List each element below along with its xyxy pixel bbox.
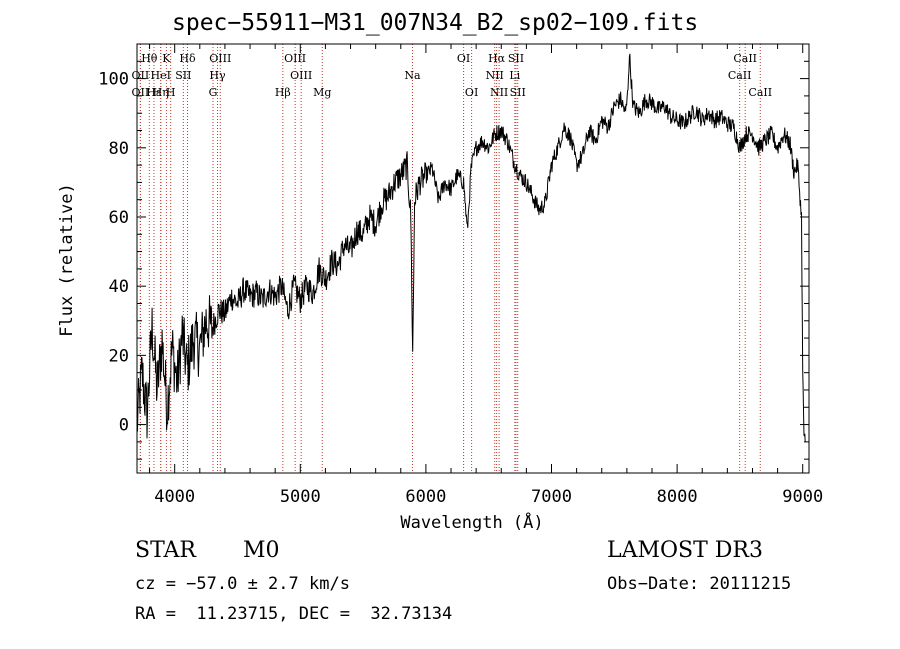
line-label-10: HeI <box>151 69 171 82</box>
object-class: STAR <box>135 538 196 563</box>
object-subclass: M0 <box>243 538 280 563</box>
line-label-16: CaII <box>728 69 752 82</box>
coordinates: RA = 11.23715, DEC = 32.73134 <box>135 604 453 624</box>
line-label-28: CaII <box>748 86 772 99</box>
x-tick-label: 4000 <box>154 487 195 507</box>
observation-date: Obs−Date: 20111215 <box>607 574 792 594</box>
line-label-20: H <box>166 86 176 99</box>
y-tick-label: 20 <box>109 346 129 366</box>
line-label-2: Hδ <box>179 52 196 65</box>
survey-name: LAMOST DR3 <box>607 538 763 563</box>
x-axis-title: Wavelength (Å) <box>400 511 543 533</box>
y-axis-ticks: 0 20 40 60 80 100 <box>98 43 809 460</box>
x-tick-label: 5000 <box>280 487 321 507</box>
line-label-9: OII <box>132 69 150 82</box>
y-tick-label: 0 <box>119 416 129 436</box>
line-label-7: SII <box>508 52 524 65</box>
plot-frame <box>136 43 810 474</box>
line-label-15: Li <box>509 69 520 82</box>
line-label-25: OI <box>465 86 478 99</box>
line-label-5: OI <box>457 52 470 65</box>
line-label-21: G <box>209 86 218 99</box>
y-tick-label: 80 <box>109 139 129 159</box>
line-label-14: NII <box>486 69 504 82</box>
line-label-27: SII <box>510 86 526 99</box>
x-tick-label: 9000 <box>782 487 823 507</box>
flux-series-line <box>136 53 806 442</box>
line-label-22: Hβ <box>275 86 291 99</box>
y-tick-label: 100 <box>98 70 129 90</box>
line-label-12: Hγ <box>209 69 226 82</box>
chart-title: spec−55911−M31_007N34_B2_sp02−109.fits <box>172 10 699 36</box>
line-label-4: OIII <box>284 52 306 65</box>
y-tick-label: 40 <box>109 277 129 297</box>
line-label-18: Hε <box>146 86 162 99</box>
line-label-0: Hθ <box>141 52 158 65</box>
redshift-velocity: cz = −57.0 ± 2.7 km/s <box>135 574 350 594</box>
line-label-11: SII <box>175 69 191 82</box>
line-label-8: CaII <box>733 52 757 65</box>
y-tick-label: 60 <box>109 208 129 228</box>
line-label-6: Hα <box>488 52 506 65</box>
x-tick-label: 6000 <box>405 487 446 507</box>
x-tick-label: 8000 <box>657 487 698 507</box>
line-label-13: OIII <box>290 69 312 82</box>
line-label-23: Mg <box>313 86 331 99</box>
line-label-26: NII <box>490 86 508 99</box>
x-tick-label: 7000 <box>531 487 572 507</box>
line-label-19: Hη <box>153 86 169 99</box>
line-label-24: Na <box>404 69 421 82</box>
line-label-3: OIII <box>209 52 231 65</box>
line-label-1: K <box>162 52 171 65</box>
x-axis-ticks: 4000 5000 6000 7000 8000 9000 <box>149 44 823 507</box>
y-axis-title: Flux (relative) <box>57 183 77 337</box>
line-label-17: OII <box>132 86 150 99</box>
